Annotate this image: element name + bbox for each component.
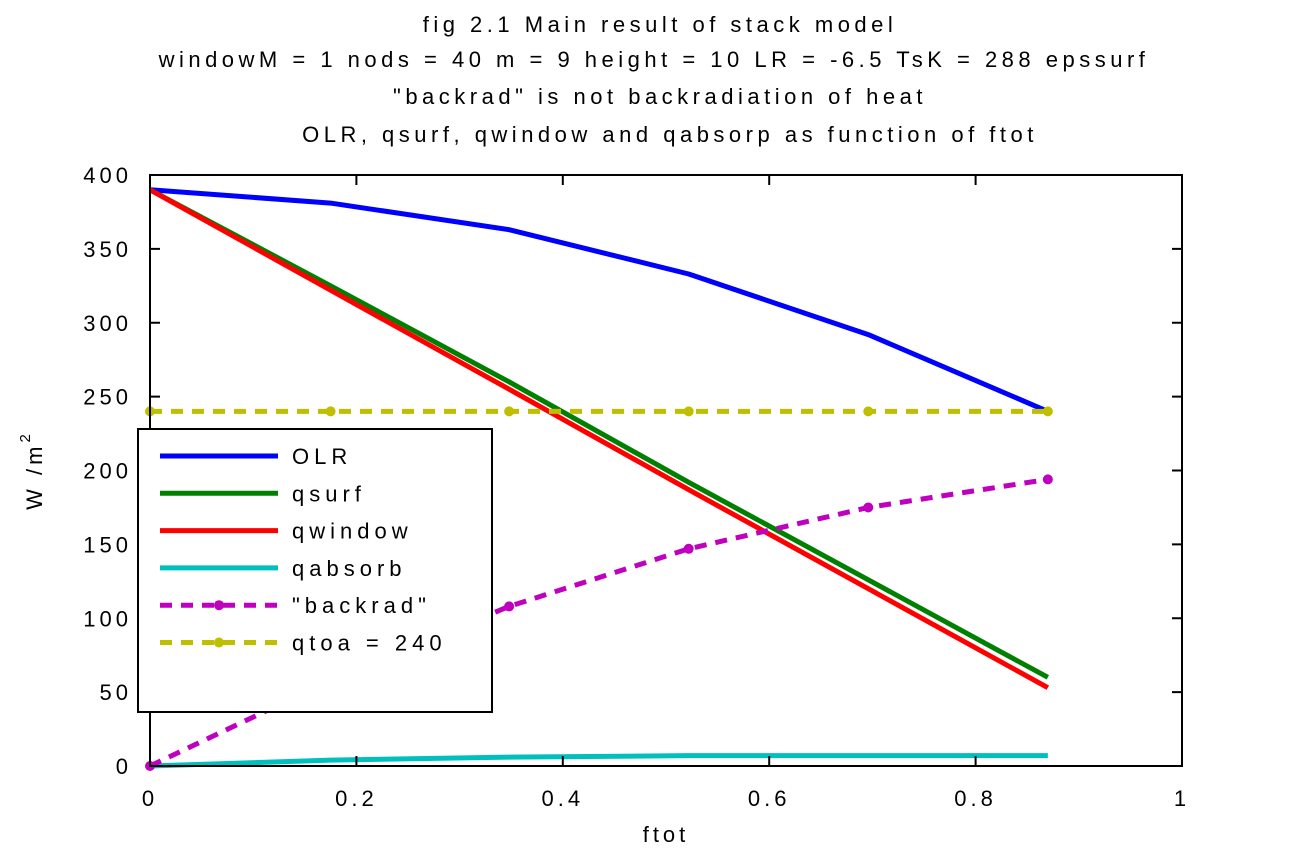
legend-label-qabsorb: qabsorb (292, 556, 407, 581)
y-tick-label: 150 (83, 532, 132, 557)
chart-title-block: fig 2.1 Main result of stack model windo… (158, 12, 1150, 147)
x-tick-label: 0 (142, 786, 158, 811)
svg-text:W /m2: W /m2 (17, 430, 47, 510)
x-axis-label: ftot (643, 822, 690, 847)
chart-title-line-1: fig 2.1 Main result of stack model (423, 12, 898, 37)
data-point-qtoa-240 (1042, 406, 1053, 417)
legend-label-backrad: "backrad" (292, 593, 431, 618)
y-tick-label: 200 (83, 459, 132, 484)
legend-label-qtoa-240: qtoa = 240 (292, 631, 447, 656)
series-line-backrad (148, 476, 1049, 769)
y-tick-label: 100 (83, 606, 132, 631)
chart-title-line-3: "backrad" is not backradiation of heat (393, 84, 927, 109)
data-point-backrad (683, 543, 694, 554)
data-point-qtoa-240 (504, 406, 515, 417)
legend-box (137, 428, 493, 713)
ticks-layer: 0 0.2 0.4 0.6 0.8 1 0 50 100 150 200 250 300 350 400 (83, 163, 1190, 811)
x-tick-label: 0.2 (335, 786, 378, 811)
x-tick-label: 0.8 (954, 786, 997, 811)
x-tick-label: 0.4 (542, 786, 585, 811)
x-tick-label: 0.6 (748, 786, 791, 811)
legend-marker-qtoa-240 (214, 637, 224, 648)
data-point-qtoa-240 (683, 406, 694, 417)
y-tick-label: 350 (83, 237, 132, 262)
y-tick-label: 400 (83, 163, 132, 188)
legend-label-olr: OLR (292, 444, 352, 469)
chart-title-line-4: OLR, qsurf, qwindow and qabsorp as funct… (302, 122, 1038, 147)
data-point-backrad (1042, 474, 1053, 485)
data-point-qtoa-240 (863, 406, 874, 417)
chart-title-line-2: windowM = 1 nods = 40 m = 9 height = 10 … (158, 47, 1150, 72)
series-line-qsurf (148, 187, 1050, 680)
series-line-olr (149, 187, 1049, 414)
y-tick-label: 0 (116, 754, 132, 779)
y-tick-label: 300 (83, 311, 132, 336)
y-axis-label-text: W /m (22, 443, 47, 510)
legend: OLR qsurf qwindow qabsorb "backrad" qtoa = 24… (137, 428, 493, 713)
series-layer (145, 187, 1053, 771)
y-axis-label: W /m2 (17, 430, 47, 510)
y-axis-label-superscript: 2 (17, 430, 34, 442)
data-point-backrad (504, 601, 515, 612)
data-point-qtoa-240 (325, 406, 336, 417)
legend-label-qsurf: qsurf (292, 481, 366, 506)
x-tick-label: 1 (1174, 786, 1190, 811)
series-line-qwindow (148, 187, 1050, 690)
legend-marker-backrad (214, 600, 224, 611)
y-tick-label: 50 (100, 680, 132, 705)
y-tick-label: 250 (83, 385, 132, 410)
legend-label-qwindow: qwindow (292, 519, 413, 544)
series-line-qabsorb (149, 753, 1048, 769)
data-point-backrad (863, 502, 874, 513)
